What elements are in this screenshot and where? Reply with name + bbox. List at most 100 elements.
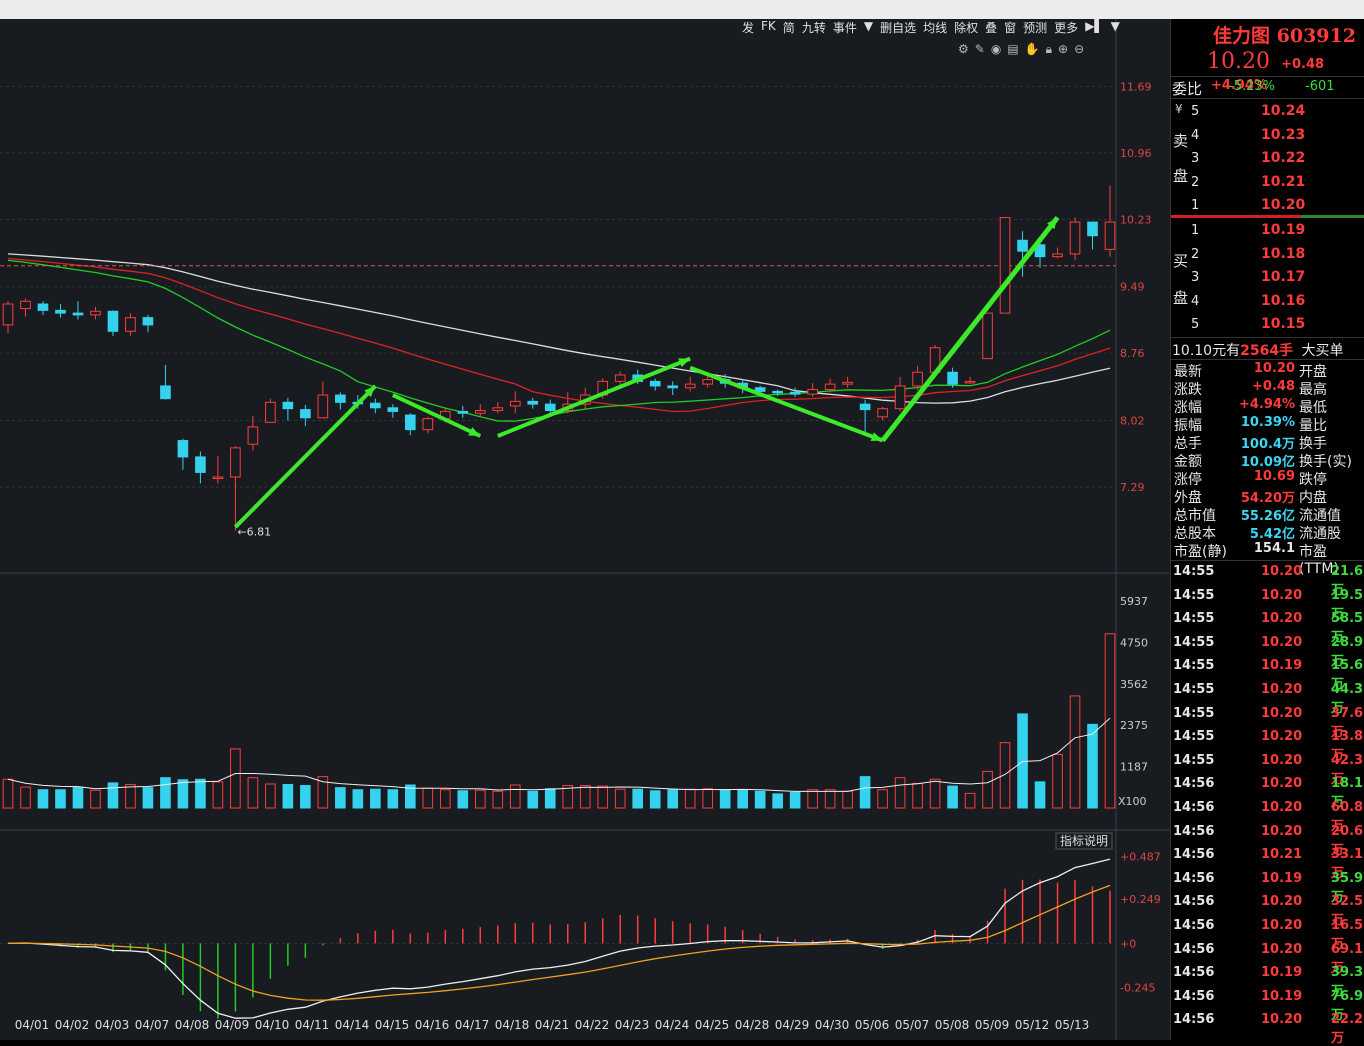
weibi-label: 委比 xyxy=(1172,80,1203,98)
toolbar-item-11[interactable]: 预测 xyxy=(1023,21,1048,35)
zoom-out-icon[interactable]: ⊖ xyxy=(1074,42,1085,56)
toolbar-item-10[interactable]: 窗 xyxy=(1004,21,1017,35)
toolbar-item-7[interactable]: 均线 xyxy=(923,21,948,35)
volume-bar xyxy=(370,788,381,809)
tick-row[interactable]: 14:56 10.21 33.1万 xyxy=(1173,847,1364,882)
sell-book-row[interactable]: 2 10.21 xyxy=(1171,172,1364,195)
candle-body xyxy=(1069,221,1081,255)
settings-icon[interactable]: ⚙ xyxy=(958,42,969,56)
tick-row[interactable]: 14:55 10.20 28.9万 xyxy=(1173,634,1364,669)
sell-book-row[interactable]: 4 10.23 xyxy=(1171,125,1364,148)
volume-bar xyxy=(90,789,101,809)
buy-book-row[interactable]: 5 10.15 xyxy=(1171,314,1364,337)
hand-icon[interactable]: ✋ xyxy=(1024,42,1040,56)
buy-book-row[interactable]: 2 10.18 xyxy=(1171,244,1364,267)
candle-body xyxy=(877,408,888,418)
kline-chart[interactable]: 11.69 10.96 10.23 9.49 8.76 8.02 7.29 ←6.81 5937… xyxy=(0,19,1170,1040)
stat-row: 涨跌 +0.48 最高 xyxy=(1174,379,1327,398)
buy-book-row[interactable]: 4 10.16 xyxy=(1171,291,1364,314)
volume-bar xyxy=(265,783,276,809)
buy-book-row[interactable]: 3 10.17 xyxy=(1171,267,1364,290)
volume-bar xyxy=(125,783,136,809)
tick-row[interactable]: 14:55 10.20 42.3万 xyxy=(1173,752,1364,787)
volume-bar xyxy=(509,784,521,809)
toolbar-item-4[interactable]: 事件 xyxy=(832,21,857,35)
stat-row: 市盈(静) 154.1 市盈(TTM) xyxy=(1174,541,1339,577)
print-icon[interactable]: ▤ xyxy=(1007,42,1019,56)
quote-panel: 佳力图 603912 10.20 +0.48 +4.94% 委比 -5.23% … xyxy=(1170,19,1364,1046)
title-bar xyxy=(0,0,1364,19)
stat-row: 总股本 5.42亿 流通股 xyxy=(1174,526,1341,542)
volume-bar xyxy=(247,777,259,809)
tick-row[interactable]: 14:55 10.20 19.5万 xyxy=(1173,587,1364,622)
date-label: 05/12 xyxy=(1015,1018,1050,1032)
volume-bar xyxy=(999,742,1011,809)
zoom-in-icon[interactable]: ⊕ xyxy=(1058,42,1069,56)
volume-tick: 5937 xyxy=(1120,595,1148,608)
date-label: 04/11 xyxy=(295,1018,330,1032)
buy-book-row[interactable]: 1 10.19 xyxy=(1171,220,1364,243)
sell-book-row[interactable]: 3 10.22 xyxy=(1171,148,1364,171)
toolbar-item-8[interactable]: 除权 xyxy=(954,21,979,35)
candle-body xyxy=(684,383,696,389)
tick-row[interactable]: 14:55 10.19 15.6万 xyxy=(1173,658,1364,693)
tick-row[interactable]: 14:55 10.20 44.3万 xyxy=(1173,682,1364,716)
indicator-button xyxy=(1055,832,1113,850)
pen-icon[interactable]: ✎ xyxy=(974,42,985,56)
level-price: 10.23 xyxy=(1261,126,1306,143)
tick-row[interactable]: 14:56 10.20 18.1万 xyxy=(1173,776,1364,811)
tick-row[interactable]: 14:55 10.20 37.6万 xyxy=(1173,705,1364,740)
candle-body xyxy=(824,383,836,391)
candle-body xyxy=(37,303,49,311)
tick-row[interactable]: 14:56 10.20 32.5万 xyxy=(1173,894,1364,929)
tick-row[interactable]: 14:56 10.20 16.5万 xyxy=(1173,918,1364,952)
volume-bar xyxy=(667,789,679,809)
price-tick: 10.96 xyxy=(1120,147,1152,160)
tick-row[interactable]: 14:56 10.20 22.2万 xyxy=(1173,1012,1364,1046)
trend-arrowhead xyxy=(468,427,481,436)
eye-icon[interactable]: ◉ xyxy=(990,42,1002,56)
toolbar-item-1[interactable]: FK xyxy=(761,19,776,33)
tick-row[interactable]: 14:56 10.19 39.3万 xyxy=(1173,965,1364,1000)
big-order-label: 大买单 xyxy=(1301,343,1344,359)
price-tick: 9.49 xyxy=(1120,281,1145,294)
date-label: 04/02 xyxy=(55,1018,90,1032)
candle-body xyxy=(405,414,416,431)
volume-bar xyxy=(457,790,469,809)
toolbar-item-13[interactable]: ▶▌ xyxy=(1085,19,1104,33)
level: 4 xyxy=(1191,293,1200,309)
toolbar-item-2[interactable]: 简 xyxy=(782,21,795,35)
volume-bar xyxy=(964,792,976,809)
tick-row[interactable]: 14:55 10.20 21.6万 xyxy=(1173,564,1364,598)
toolbar-item-12[interactable]: 更多 xyxy=(1054,21,1079,35)
tick-row[interactable]: 14:55 10.20 13.8万 xyxy=(1173,729,1364,764)
candle-body xyxy=(947,371,958,385)
tick-row[interactable]: 14:56 10.20 20.6万 xyxy=(1173,823,1364,858)
tick-row[interactable]: 14:56 10.19 76.9万 xyxy=(1173,988,1364,1023)
volume-tick: 4750 xyxy=(1120,636,1148,649)
volume-bar xyxy=(842,790,853,809)
sell-book-row[interactable]: 1 10.20 xyxy=(1171,195,1364,218)
level-price: 10.20 xyxy=(1261,197,1306,213)
chart-area[interactable]: 11.69 10.96 10.23 9.49 8.76 8.02 7.29 ←6.81 5937… xyxy=(0,19,1170,1040)
lock-icon[interactable]: 🔒︎ xyxy=(1045,42,1052,56)
toolbar-item-9[interactable]: 叠 xyxy=(985,21,998,35)
toolbar-item-0[interactable]: 发 xyxy=(742,21,755,35)
candle-body xyxy=(107,310,119,332)
volume-bar xyxy=(230,748,241,809)
tick-row[interactable]: 14:56 10.19 35.9万 xyxy=(1173,870,1364,905)
volume-bar xyxy=(160,777,171,809)
toolbar-item-3[interactable]: 九转 xyxy=(801,21,826,35)
level: 2 xyxy=(1191,174,1200,190)
toolbar-item-6[interactable]: 删自选 xyxy=(880,21,917,35)
sell-label-1: 卖 xyxy=(1173,132,1189,150)
tick-row[interactable]: 14:55 10.20 58.5万 xyxy=(1173,611,1364,646)
volume-bar xyxy=(737,789,748,809)
toolbar-item-5[interactable]: ▼ xyxy=(863,19,874,33)
volume-ma-line xyxy=(7,717,1111,792)
tick-row[interactable]: 14:56 10.20 60.8万 xyxy=(1173,800,1364,834)
sell-book-row[interactable]: 5 10.24 xyxy=(1171,101,1364,124)
tick-row[interactable]: 14:56 10.20 69.1万 xyxy=(1173,941,1364,976)
toolbar-item-14[interactable]: ▼ xyxy=(1110,19,1120,33)
candle-body xyxy=(1052,253,1063,258)
